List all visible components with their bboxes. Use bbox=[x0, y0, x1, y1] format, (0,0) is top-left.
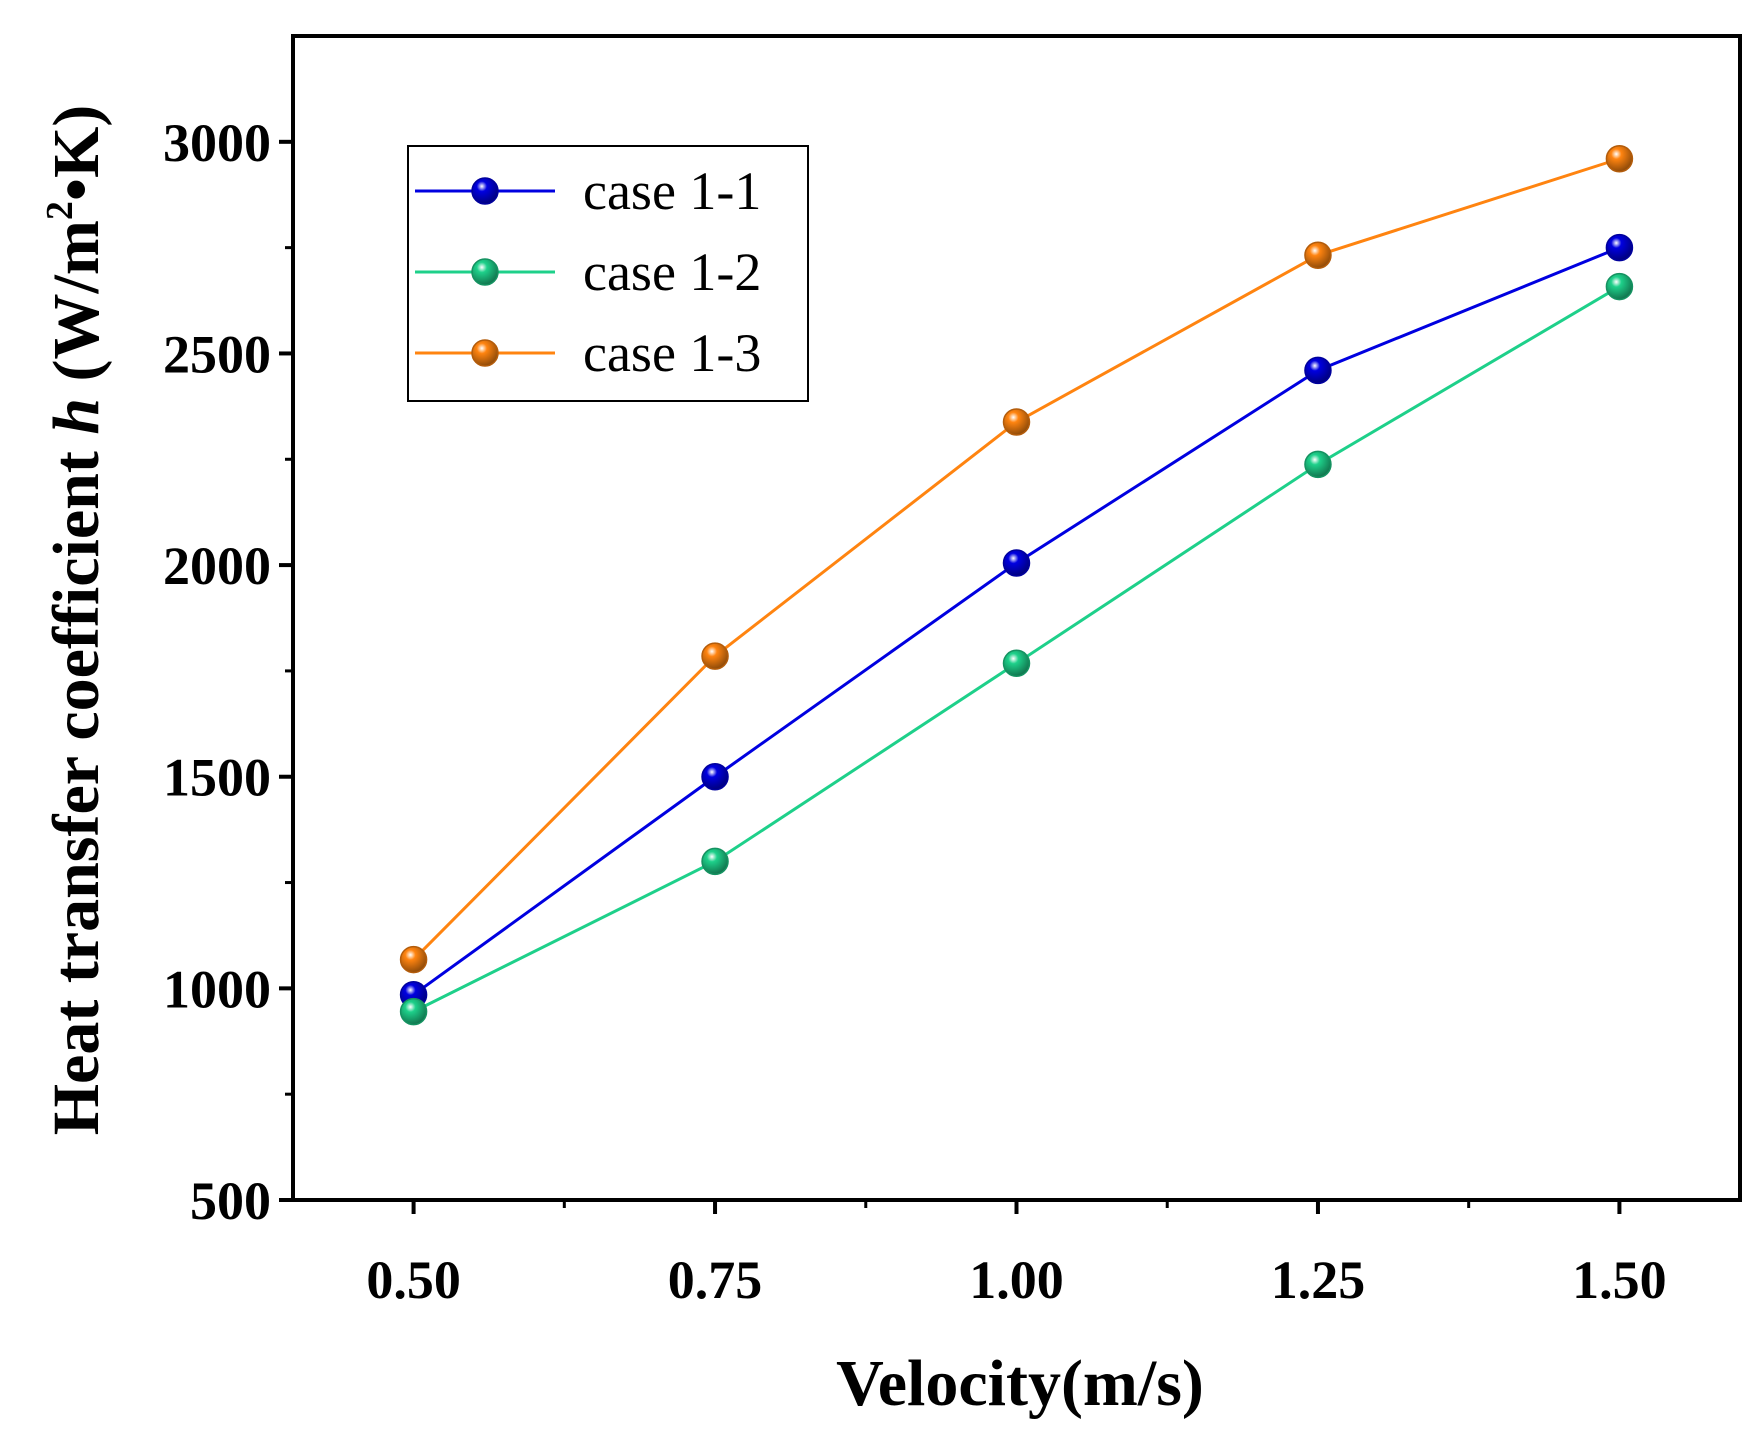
y-axis-title-symbol: h bbox=[40, 398, 113, 435]
legend-marker-case-1-3 bbox=[471, 339, 499, 367]
axes-layer: 0.50 0.75 1.00 1.25 1.50 500 1000 1500 2000 2500 3… bbox=[163, 113, 1667, 1310]
x-tick-label: 1.25 bbox=[1271, 1250, 1366, 1310]
y-tick-label: 1000 bbox=[163, 959, 271, 1019]
x-tick-label: 1.00 bbox=[969, 1250, 1064, 1310]
data-point-case-1-1 bbox=[701, 762, 729, 791]
legend-marker-case-1-1 bbox=[471, 177, 499, 205]
y-axis-title-unit-sup: 2 bbox=[39, 201, 81, 220]
y-axis-title-prefix: Heat transfer coefficient bbox=[40, 435, 113, 1136]
data-point-case-1-2 bbox=[701, 847, 729, 876]
x-axis-title: Velocity(m/s) bbox=[836, 1347, 1204, 1420]
data-point-case-1-3 bbox=[701, 642, 729, 670]
marks-layer bbox=[399, 144, 1634, 1026]
data-point-case-1-3 bbox=[1002, 408, 1031, 436]
legend: case 1-1 case 1-2 case 1-3 bbox=[407, 145, 809, 402]
data-point-case-1-1 bbox=[1304, 356, 1332, 385]
y-tick-label: 2000 bbox=[163, 536, 271, 596]
x-tick-label: 1.50 bbox=[1572, 1250, 1667, 1310]
y-axis-title-unit-close: •K) bbox=[40, 105, 113, 201]
data-point-case-1-3 bbox=[1304, 241, 1332, 270]
data-point-case-1-2 bbox=[399, 997, 428, 1026]
data-point-case-1-2 bbox=[1605, 272, 1634, 301]
legend-label-case-1-1: case 1-1 bbox=[583, 161, 761, 221]
legend-label-case-1-3: case 1-3 bbox=[583, 323, 761, 383]
data-point-case-1-2 bbox=[1002, 649, 1031, 678]
data-point-case-1-2 bbox=[1304, 450, 1332, 479]
data-point-case-1-1 bbox=[1002, 549, 1031, 577]
y-tick-label: 1500 bbox=[163, 748, 271, 808]
y-axis-title-unit-open: (W/m bbox=[40, 220, 113, 398]
legend-label-case-1-2: case 1-2 bbox=[583, 242, 761, 302]
y-tick-label: 500 bbox=[190, 1171, 271, 1231]
y-tick-label: 3000 bbox=[163, 113, 271, 173]
y-tick-label: 2500 bbox=[163, 324, 271, 384]
y-axis-title: Heat transfer coefficient h (W/m2•K) bbox=[39, 105, 113, 1136]
data-point-case-1-3 bbox=[399, 945, 428, 974]
x-tick-label: 0.75 bbox=[668, 1250, 763, 1310]
data-point-case-1-3 bbox=[1605, 144, 1634, 173]
x-tick-label: 0.50 bbox=[366, 1250, 461, 1310]
data-point-case-1-1 bbox=[1605, 233, 1634, 262]
legend-marker-case-1-2 bbox=[471, 258, 499, 286]
